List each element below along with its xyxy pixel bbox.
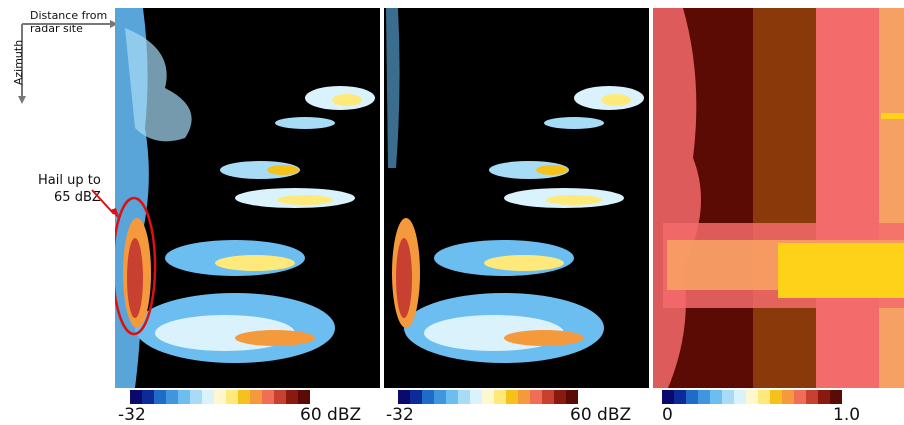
colorbar-filtered [398,390,578,404]
colorbar-quality [662,390,842,404]
colorbar-cell [178,390,190,404]
colorbar-cell [434,390,446,404]
colorbar-cell [130,390,142,404]
colorbar-cell [470,390,482,404]
y-axis-arrowhead [18,96,26,104]
colorbar-cell [410,390,422,404]
storm-cell [332,94,362,106]
storm-cell [601,94,631,106]
colorbar-cell [710,390,722,404]
reflectivity-panel-filtered [384,8,649,388]
storm-cell [536,165,568,175]
hail-circle [115,196,157,336]
colorbar-cell [806,390,818,404]
colorbar-cell [662,390,674,404]
colorbar-cell [226,390,238,404]
colorbar-cell [770,390,782,404]
colorbar-cell [506,390,518,404]
colorbar-cell [202,390,214,404]
hail-annotation-line2: 65 dBZ [54,190,101,205]
colorbar-cell [166,390,178,404]
colorbar-cell [698,390,710,404]
residual-clutter [386,8,400,168]
colorbar-cell [250,390,262,404]
x-axis-label-line1: Distance from [30,9,108,22]
quality-strip [881,113,904,119]
colorbar-cell [398,390,410,404]
colorbar-cell [142,390,154,404]
quality-zone-orange [879,8,904,388]
quality-zone-mid [753,8,816,388]
colorbar-cell [214,390,226,404]
hail-core [127,238,143,318]
storm-cell [235,330,315,346]
storm-cell [484,255,564,271]
quality-zone-light [816,8,879,388]
colorbar-cell [746,390,758,404]
colorbar-cell [830,390,842,404]
colorbar-quality-max-label: 1.0 [833,405,861,425]
storm-cell [275,117,335,129]
colorbar-cell [446,390,458,404]
x-axis-label-line2: radar site [30,22,83,35]
x-axis-label: Distance from radar site [30,9,107,35]
colorbar-cell [530,390,542,404]
reflectivity-panel-raw [115,8,380,388]
colorbar-cell [674,390,686,404]
colorbar-cell [758,390,770,404]
colorbar-cell [734,390,746,404]
colorbar-cell [190,390,202,404]
colorbar-raw-max-label: 60 dBZ [300,405,362,425]
colorbar-cell [518,390,530,404]
storm-cell [267,165,299,175]
colorbar-raw-min-label: -32 [118,405,146,425]
colorbar-cell [722,390,734,404]
colorbar-cell [154,390,166,404]
colorbar-cell [794,390,806,404]
colorbar-cell [554,390,566,404]
colorbar-cell [262,390,274,404]
colorbar-cell [542,390,554,404]
colorbar-cell [238,390,250,404]
colorbar-cell [566,390,578,404]
colorbar-filtered-max-label: 60 dBZ [570,405,632,425]
colorbar-cell [494,390,506,404]
colorbar-cell [286,390,298,404]
quality-index-panel [653,8,904,388]
colorbar-filtered-min-label: -32 [386,405,414,425]
colorbar-cell [782,390,794,404]
storm-quality-core [778,243,904,298]
colorbar-cell [686,390,698,404]
hail-annotation: Hail up to 65 dBZ [38,172,101,206]
colorbar-raw [130,390,310,404]
y-axis-label: Azimuth [12,39,26,86]
colorbar-cell [422,390,434,404]
colorbar-cell [298,390,310,404]
x-axis-arrowhead [110,20,118,28]
storm-cell [504,330,584,346]
storm-cell [277,195,333,205]
hail-core [396,238,412,318]
colorbar-cell [458,390,470,404]
hail-annotation-line1: Hail up to [38,173,101,188]
clutter-speckle [125,28,192,142]
storm-cell [215,255,295,271]
colorbar-cell [482,390,494,404]
colorbar-quality-min-label: 0 [662,405,673,425]
storm-cell [546,195,602,205]
annotation-arrow [91,189,120,220]
axis-arrows [18,20,118,104]
colorbar-cell [818,390,830,404]
storm-cell [544,117,604,129]
colorbar-cell [274,390,286,404]
